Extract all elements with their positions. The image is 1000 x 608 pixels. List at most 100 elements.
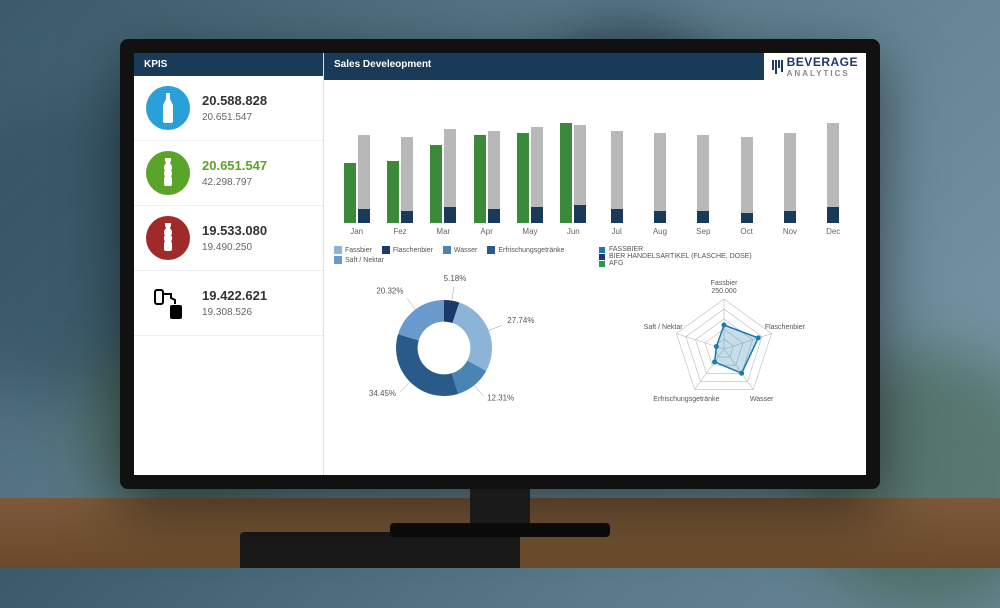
radar-axis-label: Erfrischungsgetränke xyxy=(653,396,719,403)
bar-series-b xyxy=(784,133,796,211)
donut-legend-item: Flaschenbier xyxy=(382,246,433,254)
radar-legend-item: BIER HANDELSARTIKEL (FLASCHE, DOSE) xyxy=(599,253,856,260)
donut-slice-label: 12.31% xyxy=(487,394,514,403)
radar-legend-item: FASSBIER xyxy=(599,246,856,253)
bar-series-c xyxy=(401,211,413,223)
bar-group: Oct xyxy=(728,103,765,236)
donut-chart: FassbierFlaschenbierWasserErfrischungsge… xyxy=(334,246,591,465)
bar-series-b xyxy=(654,133,666,211)
kpi-panel: KPIS 20.588.82820.651.54720.651.54742.29… xyxy=(134,53,324,475)
bar-series-c xyxy=(444,207,456,223)
bar-group: Jun xyxy=(555,103,592,236)
kpi-value-primary: 20.588.828 xyxy=(202,93,267,108)
brand-line1: BEVERAGE xyxy=(787,55,858,69)
radar-legend: FASSBIERBIER HANDELSARTIKEL (FLASCHE, DO… xyxy=(599,246,856,267)
monitor-frame: KPIS 20.588.82820.651.54720.651.54742.29… xyxy=(120,39,880,489)
bar-month-label: Jan xyxy=(350,227,363,236)
donut-slice-label: 27.74% xyxy=(507,316,534,325)
bar-series-c xyxy=(654,211,666,223)
radar-axis-label: Flaschenbier xyxy=(765,324,806,331)
bar-series-b xyxy=(827,123,839,207)
sales-header: Sales Develeopment xyxy=(324,53,764,80)
bar-series-a xyxy=(344,163,356,223)
bar-series-b xyxy=(697,135,709,211)
bar-series-a xyxy=(560,123,572,223)
bar-group: Aug xyxy=(641,103,678,236)
bar-stack xyxy=(444,129,456,223)
kpi-icon xyxy=(146,86,190,130)
bar-series-b xyxy=(401,137,413,211)
bar-series-b xyxy=(574,125,586,205)
bar-series-b xyxy=(444,129,456,207)
bar-month-label: Fez xyxy=(393,227,406,236)
donut-slice-label: 20.32% xyxy=(376,286,403,295)
radar-axis-label: Saft / Nektar xyxy=(644,324,684,331)
bar-series-c xyxy=(488,209,500,223)
bar-group: Mar xyxy=(425,103,462,236)
bar-series-c xyxy=(827,207,839,223)
kpi-row: 20.651.547 42.298.797 xyxy=(134,141,323,206)
brand-bars-icon xyxy=(772,60,783,74)
bar-series-b xyxy=(611,131,623,209)
donut-svg: 5.18% 27.74% 12.31% 34.45% 20.32% xyxy=(334,268,564,418)
kpi-icon xyxy=(146,216,190,260)
main-header: Sales Develeopment BEVERAGE ANALYTICS xyxy=(324,53,866,80)
brand-line2: ANALYTICS xyxy=(787,69,858,78)
dashboard-screen: KPIS 20.588.82820.651.54720.651.54742.29… xyxy=(134,53,866,475)
donut-legend-item: Saft / Nektar xyxy=(334,256,384,264)
radar-legend-item: AFG xyxy=(599,260,856,267)
bar-stack xyxy=(574,125,586,223)
bar-stack xyxy=(488,131,500,223)
bar-month-label: Nov xyxy=(783,227,797,236)
kpi-icon xyxy=(146,151,190,195)
bar-stack xyxy=(697,135,709,223)
radar-svg: FassbierFlaschenbierWasserErfrischungsge… xyxy=(599,269,849,419)
bar-series-a xyxy=(430,145,442,223)
bar-stack xyxy=(654,133,666,223)
kpi-value-secondary: 20.651.547 xyxy=(202,112,267,123)
radar-point xyxy=(714,344,719,349)
bar-series-a xyxy=(387,161,399,223)
bar-stack xyxy=(358,135,370,223)
bar-series-a xyxy=(517,133,529,223)
bar-series-c xyxy=(784,211,796,223)
bar-group: Dec xyxy=(815,103,852,236)
donut-legend-item: Fassbier xyxy=(334,246,372,254)
bar-month-label: Dec xyxy=(826,227,840,236)
donut-legend-item: Wasser xyxy=(443,246,477,254)
kpi-value-secondary: 19.490.250 xyxy=(202,242,267,253)
radar-chart: FASSBIERBIER HANDELSARTIKEL (FLASCHE, DO… xyxy=(599,246,856,465)
bar-month-label: Oct xyxy=(740,227,752,236)
bar-stack xyxy=(531,127,543,223)
donut-slice-label: 34.45% xyxy=(369,389,396,398)
bar-group: Apr xyxy=(468,103,505,236)
bar-series-c xyxy=(611,209,623,223)
radar-axis-label: Wasser xyxy=(750,396,774,403)
bar-stack xyxy=(827,123,839,223)
bar-month-label: Sep xyxy=(696,227,710,236)
brand-logo: BEVERAGE ANALYTICS xyxy=(764,53,866,80)
bar-series-b xyxy=(488,131,500,209)
radar-point xyxy=(712,359,717,364)
kpi-value-primary: 19.533.080 xyxy=(202,223,267,238)
donut-slice-label: 5.18% xyxy=(444,274,467,283)
bar-series-b xyxy=(741,137,753,213)
kpi-value-secondary: 42.298.797 xyxy=(202,177,267,188)
bar-month-label: Jul xyxy=(612,227,622,236)
kpi-row: 19.422.62119.308.526 xyxy=(134,271,323,336)
bar-series-a xyxy=(474,135,486,223)
main-panel: Sales Develeopment BEVERAGE ANALYTICS Ja… xyxy=(324,53,866,475)
bar-series-b xyxy=(531,127,543,207)
bar-stack xyxy=(611,131,623,223)
bar-month-label: Mar xyxy=(436,227,450,236)
kpi-row: 19.533.080 19.490.250 xyxy=(134,206,323,271)
bar-stack xyxy=(741,137,753,223)
radar-scale-label: 250.000 xyxy=(711,288,736,295)
donut-slice xyxy=(452,303,492,371)
bar-series-c xyxy=(531,207,543,223)
kpi-value-primary: 19.422.621 xyxy=(202,288,267,303)
donut-slice xyxy=(398,300,444,340)
kpi-value-primary: 20.651.547 xyxy=(202,158,267,173)
bar-group: May xyxy=(511,103,548,236)
bar-month-label: Aug xyxy=(653,227,667,236)
